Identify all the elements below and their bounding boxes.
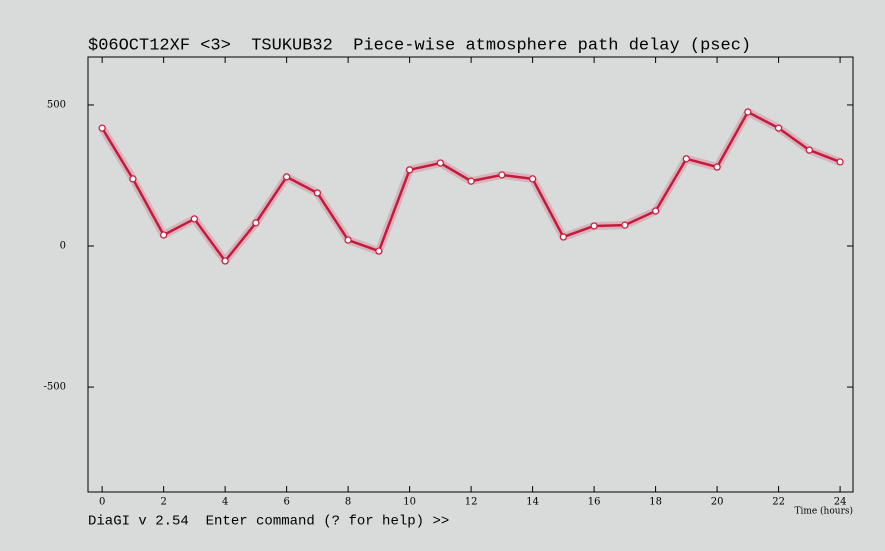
point	[129, 175, 137, 183]
point	[190, 215, 198, 223]
point	[160, 231, 168, 239]
point	[559, 233, 567, 241]
x-tick-label: 6	[283, 497, 289, 508]
point	[774, 124, 783, 132]
y-tick-label: -500	[44, 382, 66, 393]
point	[652, 207, 660, 215]
y-tick-label: 500	[47, 99, 66, 110]
x-tick-label: 0	[99, 497, 105, 508]
y-tick-label: 0	[60, 241, 66, 252]
point	[498, 171, 506, 179]
chart-title: $06OCT12XF <3> TSUKUB32 Piece-wise atmos…	[88, 36, 751, 55]
point	[467, 177, 475, 185]
x-tick-label: 4	[222, 497, 228, 508]
x-tick-label: 12	[465, 497, 478, 508]
x-tick-label: 16	[588, 497, 601, 508]
point	[805, 146, 813, 154]
point	[283, 173, 291, 181]
plot-frame	[87, 56, 854, 493]
x-tick-label: 8	[345, 497, 351, 508]
x-axis-label: Time (hours)	[794, 506, 853, 517]
point	[436, 159, 444, 167]
x-tick-label: 20	[711, 497, 724, 508]
point	[252, 219, 260, 227]
x-tick-label: 18	[649, 497, 662, 508]
point	[682, 155, 690, 163]
point	[221, 257, 229, 265]
x-tick-label: 14	[526, 497, 539, 508]
command-line: DiaGI v 2.54 Enter command (? for help) …	[88, 514, 449, 530]
point	[375, 247, 383, 255]
point	[590, 222, 598, 230]
point	[836, 158, 844, 166]
point	[313, 189, 321, 197]
point	[98, 124, 106, 132]
x-tick-label: 22	[772, 497, 785, 508]
point	[713, 163, 721, 171]
x-tick-label: 24	[834, 497, 847, 508]
x-tick-label: 10	[403, 497, 416, 508]
point	[744, 108, 752, 116]
point	[529, 175, 537, 183]
point	[344, 236, 352, 244]
point	[621, 221, 629, 229]
x-tick-label: 2	[160, 497, 166, 508]
point	[406, 166, 414, 174]
